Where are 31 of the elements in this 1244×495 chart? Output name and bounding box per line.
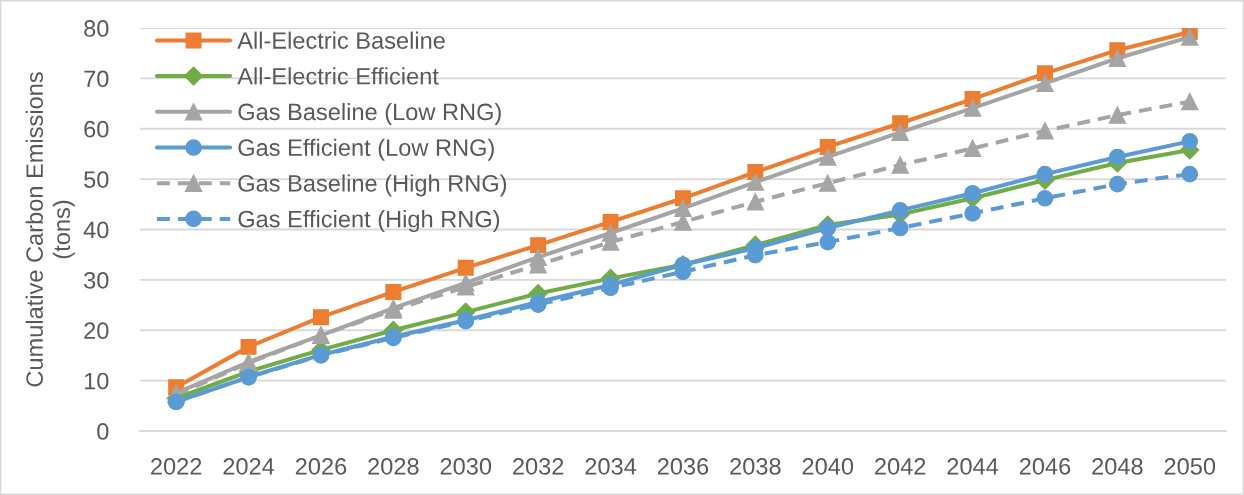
y-tick-label: 30 [84, 271, 109, 289]
y-tick-label: 0 [97, 423, 109, 440]
y-tick-label: 60 [84, 120, 109, 138]
x-tick-label: 2030 [440, 458, 492, 475]
y-tick-label: 50 [84, 171, 109, 188]
x-tick-label: 2048 [1092, 458, 1143, 475]
y-axis-title: Cumulative Carbon Emissions (tons) [25, 72, 75, 387]
y-tick-label: 40 [83, 221, 109, 239]
x-tick-label: 2034 [585, 458, 637, 475]
x-tick-label: 2046 [1019, 458, 1071, 475]
x-tick-label: 2044 [947, 458, 999, 475]
legend-label: Gas Baseline (Low RNG) [238, 102, 501, 125]
x-tick-label: 2050 [1164, 458, 1216, 475]
y-tick-label: 20 [84, 322, 109, 340]
legend-label: Gas Baseline (High RNG) [238, 174, 507, 197]
x-tick-label: 2022 [151, 458, 202, 475]
legend-label: Gas Efficient (Low RNG) [238, 138, 494, 161]
x-tick-label: 2032 [513, 458, 564, 475]
x-tick-label: 2024 [223, 458, 275, 475]
x-tick-label: 2028 [368, 458, 419, 475]
y-tick-label: 80 [84, 20, 109, 37]
x-tick-label: 2040 [802, 458, 854, 475]
x-tick-label: 2042 [875, 458, 926, 475]
y-tick-label: 10 [84, 372, 109, 390]
x-tick-label: 2038 [730, 458, 781, 475]
x-tick-label: 2026 [295, 458, 347, 475]
legend-label: All-Electric Baseline [237, 31, 445, 49]
legend-label: All-Electric Efficient [237, 67, 439, 85]
y-tick-label: 70 [84, 70, 109, 88]
legend-label: Gas Efficient (High RNG) [238, 210, 500, 233]
x-tick-label: 2036 [657, 458, 709, 475]
